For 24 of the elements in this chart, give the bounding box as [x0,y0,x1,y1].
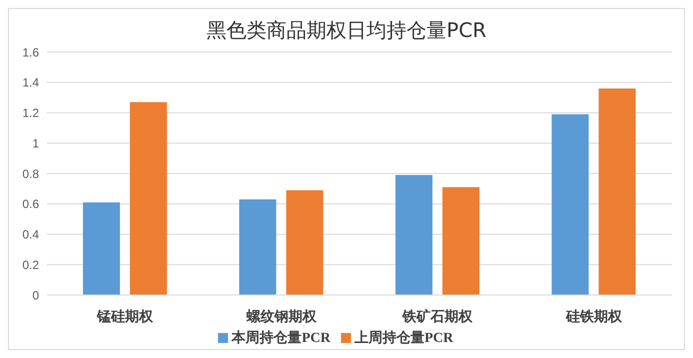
y-tick-label: 0.4 [22,228,40,242]
bar [395,175,432,295]
x-tick-label: 锰硅期权 [96,308,154,325]
y-tick-label: 0 [32,288,40,302]
y-tick-label: 0.6 [22,197,40,212]
bar [286,190,324,295]
bar [598,88,636,295]
y-tick-label: 1.2 [22,106,40,120]
y-tick-label: 1 [32,136,40,150]
y-tick-label: 1.6 [22,45,40,60]
y-tick-label: 0.2 [22,258,40,272]
bar [442,187,480,295]
legend-label: 上周持仓量PCR [354,331,454,346]
bar [130,102,167,295]
bar [82,202,120,295]
bar [239,199,276,295]
chart-title: 黑色类商品期权日均持仓量PCR [206,17,488,44]
x-tick-label: 螺纹钢期权 [245,308,318,325]
y-tick-label: 0.8 [22,166,40,181]
x-tick-label: 铁矿石期权 [402,308,474,325]
x-tick-label: 硅铁期权 [564,308,623,325]
y-tick-label: 1.4 [22,76,40,90]
legend-label: 本周持仓量PCR [232,331,330,346]
bar [552,114,589,295]
